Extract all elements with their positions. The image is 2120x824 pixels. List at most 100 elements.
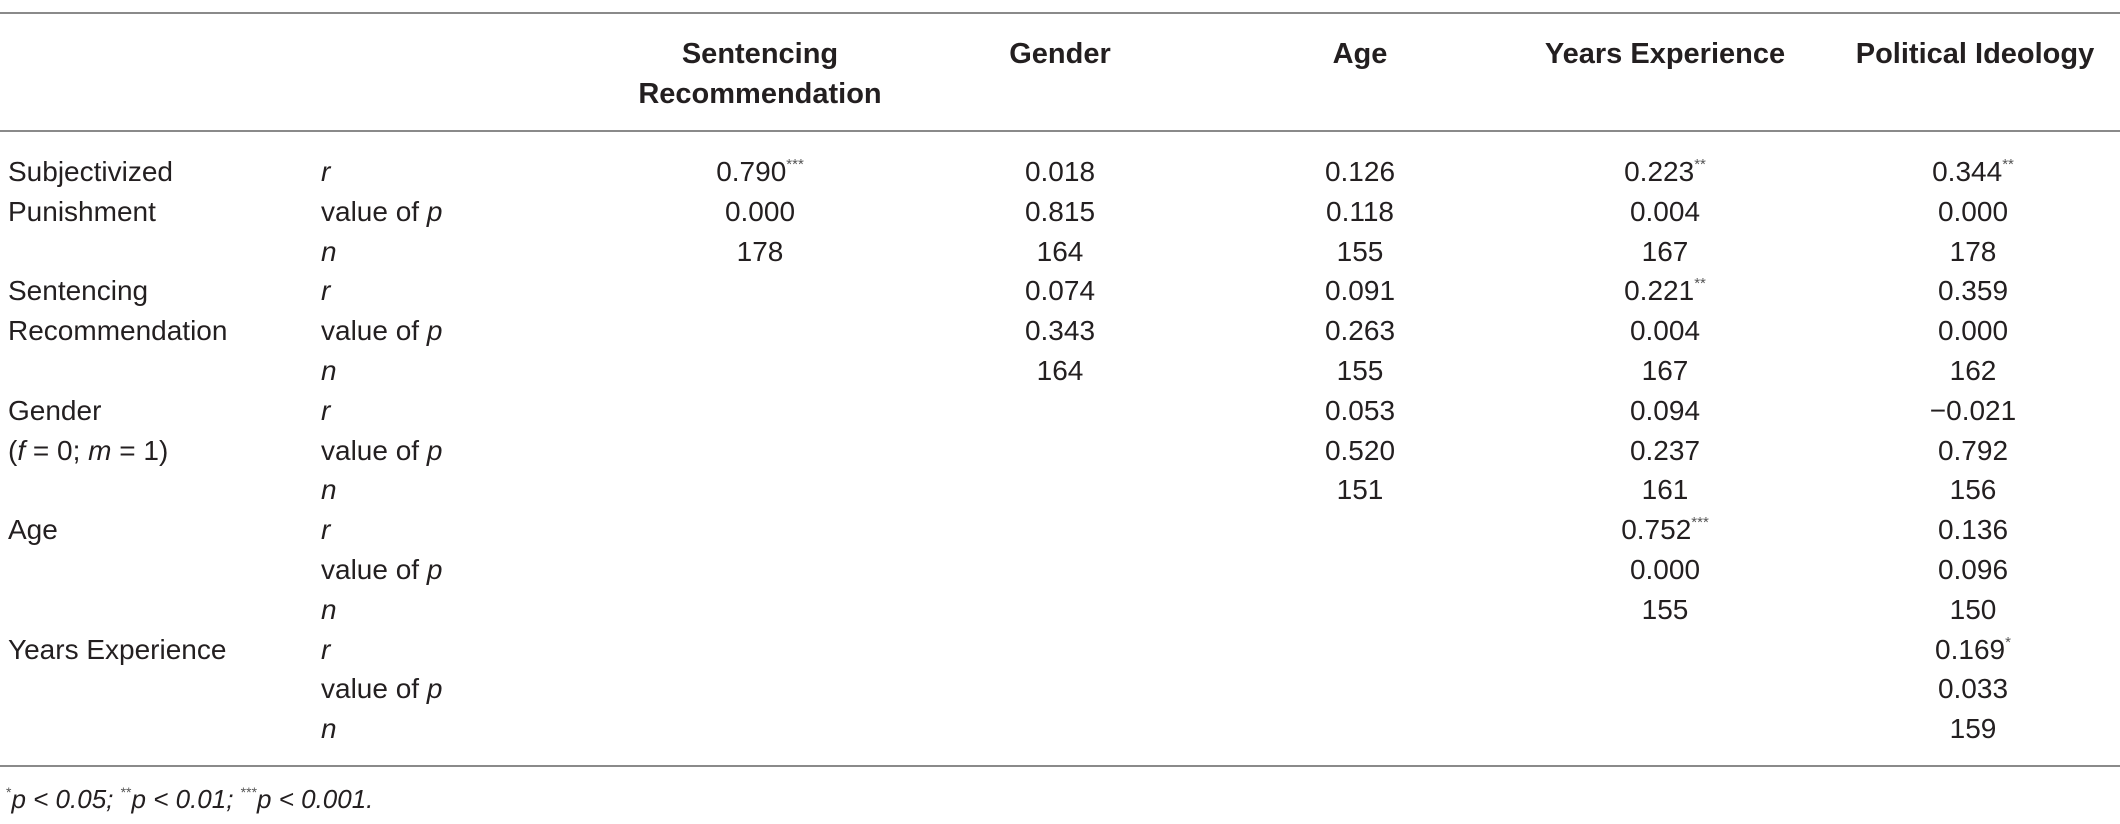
table-row: n 178 164 155 167 178 bbox=[0, 232, 2120, 272]
cell-value: 151 bbox=[1336, 474, 1384, 506]
significance-mark: * bbox=[2005, 633, 2011, 651]
cell-value: 167 bbox=[1641, 235, 1689, 267]
row-label: Punishment bbox=[8, 195, 156, 227]
cell-value: 0.000 bbox=[1629, 553, 1701, 585]
significance-mark: *** bbox=[1691, 514, 1709, 532]
table-row: n 159 bbox=[0, 709, 2120, 749]
table-cell: 0.221** bbox=[1515, 271, 1815, 311]
table-cell: 155 bbox=[1210, 351, 1510, 391]
table-cell: 151 bbox=[1210, 470, 1510, 510]
cell-value: 0.169 bbox=[1935, 633, 2006, 665]
table-cell: 0.000 bbox=[1823, 192, 2120, 232]
cell-value: 0.136 bbox=[1937, 514, 2009, 546]
table-row: Punishment value of p 0.000 0.815 0.118 0.004… bbox=[0, 192, 2120, 232]
table-cell: 0.053 bbox=[1210, 391, 1510, 431]
cell-value: 164 bbox=[1036, 235, 1084, 267]
column-header-sentencing-recommendation: Sentencing Recommendation bbox=[638, 38, 882, 110]
table-row: Recommendation value of p 0.343 0.263 0.004 0… bbox=[0, 311, 2120, 351]
significance-mark: ** bbox=[1694, 275, 1706, 293]
cell-value: −0.021 bbox=[1929, 394, 2017, 426]
table-row: Age r 0.752*** 0.136 bbox=[0, 510, 2120, 550]
column-header-political-ideology: Political Ideology bbox=[1855, 38, 2095, 70]
stat-label: n bbox=[321, 474, 337, 506]
table-cell: 178 bbox=[610, 232, 910, 272]
table-cell: 155 bbox=[1210, 232, 1510, 272]
table-cell: 161 bbox=[1515, 470, 1815, 510]
cell-value: 161 bbox=[1641, 474, 1689, 506]
table-cell: 167 bbox=[1515, 232, 1815, 272]
table-cell: 0.004 bbox=[1515, 192, 1815, 232]
cell-value: 0.752 bbox=[1621, 514, 1692, 546]
table-cell: 0.000 bbox=[1823, 311, 2120, 351]
table-cell: 0.792 bbox=[1823, 431, 2120, 471]
stat-label: r bbox=[321, 394, 331, 426]
cell-value: 0.004 bbox=[1629, 195, 1701, 227]
stat-label: n bbox=[321, 713, 337, 745]
stat-label: r bbox=[321, 633, 331, 665]
table-cell: 0.752*** bbox=[1515, 510, 1815, 550]
column-header-gender: Gender bbox=[1009, 38, 1111, 70]
cell-value: 155 bbox=[1336, 354, 1384, 386]
row-label: Years Experience bbox=[8, 633, 227, 665]
table-cell: 0.000 bbox=[1515, 550, 1815, 590]
table-cell: 164 bbox=[910, 232, 1210, 272]
table-row: value of p 0.000 0.096 bbox=[0, 550, 2120, 590]
table-cell: 0.343 bbox=[910, 311, 1210, 351]
table-bottom-rule bbox=[0, 765, 2120, 767]
table-cell: 159 bbox=[1823, 709, 2120, 749]
cell-value: 0.344 bbox=[1932, 156, 2003, 187]
cell-value: 0.343 bbox=[1024, 315, 1096, 347]
footnote-mark-1: * bbox=[6, 784, 12, 800]
cell-value: 164 bbox=[1036, 354, 1084, 386]
column-header-years-experience: Years Experience bbox=[1544, 38, 1786, 70]
cell-value: 0.033 bbox=[1937, 673, 2009, 705]
table-row: n 151 161 156 bbox=[0, 470, 2120, 510]
cell-value: 0.790 bbox=[716, 156, 787, 187]
table-top-rule bbox=[0, 12, 2120, 14]
table-cell: 150 bbox=[1823, 590, 2120, 630]
table-cell: 162 bbox=[1823, 351, 2120, 391]
cell-value: 150 bbox=[1949, 593, 1997, 625]
stat-label: n bbox=[321, 235, 337, 267]
cell-value: 0.091 bbox=[1324, 275, 1396, 307]
cell-value: 0.221 bbox=[1624, 275, 1695, 307]
cell-value: 0.053 bbox=[1324, 394, 1396, 426]
significance-mark: ** bbox=[1694, 156, 1706, 173]
cell-value: 0.815 bbox=[1024, 195, 1096, 227]
column-header-age: Age bbox=[1332, 38, 1388, 70]
cell-value: 167 bbox=[1641, 354, 1689, 386]
cell-value: 0.000 bbox=[1937, 195, 2009, 227]
table-cell: 0.136 bbox=[1823, 510, 2120, 550]
table-body: Subjectivized r 0.790*** 0.018 0.126 0.223** 0… bbox=[0, 152, 2120, 749]
table-cell: 0.237 bbox=[1515, 431, 1815, 471]
stat-label: value of p bbox=[321, 434, 443, 466]
table-cell: 156 bbox=[1823, 470, 2120, 510]
stat-label: r bbox=[321, 275, 331, 307]
significance-footnote: *p < 0.05; **p < 0.01; ***p < 0.001. bbox=[6, 781, 373, 817]
cell-value: 0.520 bbox=[1324, 434, 1396, 466]
table-cell: 0.000 bbox=[610, 192, 910, 232]
cell-value: 0.237 bbox=[1629, 434, 1701, 466]
cell-value: 0.263 bbox=[1324, 315, 1396, 347]
cell-value: 155 bbox=[1641, 593, 1689, 625]
table-cell: 0.790*** bbox=[610, 152, 910, 192]
cell-value: 159 bbox=[1949, 713, 1997, 745]
table-row: (f = 0; m = 1) value of p 0.520 0.237 0.792 bbox=[0, 431, 2120, 471]
table-cell: 0.033 bbox=[1823, 669, 2120, 709]
cell-value: 156 bbox=[1949, 474, 1997, 506]
stat-label: n bbox=[321, 354, 337, 386]
table-cell: 164 bbox=[910, 351, 1210, 391]
footnote-mark-2: ** bbox=[120, 784, 132, 800]
cell-value: 0.004 bbox=[1629, 315, 1701, 347]
table-cell: 155 bbox=[1515, 590, 1815, 630]
row-label: Sentencing bbox=[8, 275, 149, 307]
cell-value: 0.118 bbox=[1326, 195, 1394, 227]
significance-mark: ** bbox=[2002, 156, 2014, 173]
cell-value: 162 bbox=[1949, 354, 1997, 386]
row-label: Recommendation bbox=[8, 315, 228, 347]
stat-label: r bbox=[321, 156, 331, 187]
stat-label: value of p bbox=[321, 553, 443, 585]
stat-label: value of p bbox=[321, 195, 443, 227]
table-cell: 0.344** bbox=[1823, 152, 2120, 192]
